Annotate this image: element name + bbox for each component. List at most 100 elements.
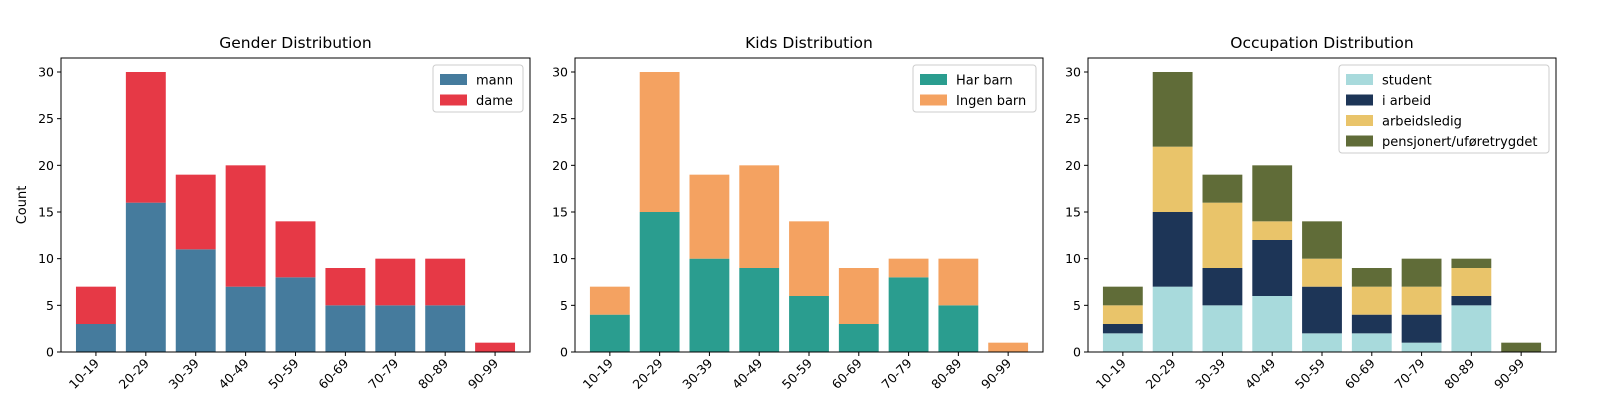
x-tick-label: 50-59 [1292, 355, 1328, 391]
bars [589, 72, 1029, 352]
y-tick-label: 30 [38, 65, 54, 80]
legend-swatch [1346, 115, 1373, 126]
chart-panel-2: Kids Distribution 0 5 10 15 20 25 30 10-19 20-29 3… [552, 34, 1044, 392]
bar-i-arbeid-20-29 [1152, 212, 1193, 287]
bars [75, 72, 516, 352]
legend-label: dame [476, 94, 513, 109]
legend-box [1338, 64, 1550, 154]
x-tick-label: 70-79 [365, 355, 401, 391]
bar-Har-barn-40-49 [739, 268, 780, 352]
y-tick-label: 20 [552, 158, 568, 173]
bar-dame-10-19 [75, 286, 116, 324]
x-ticks: 10-19 20-29 30-39 40-49 50-59 60-69 70-79 80-89… [580, 352, 1014, 392]
bar-pensjonert-uf-retrygdet-20-29 [1152, 72, 1193, 147]
legend-label: Ingen barn [956, 94, 1026, 109]
chart-panel-3: Occupation Distribution 0 5 10 15 20 25 30 10-19… [1065, 34, 1557, 392]
bar-arbeidsledig-20-29 [1152, 146, 1193, 212]
bar-arbeidsledig-40-49 [1252, 221, 1293, 240]
legend-swatch [1346, 135, 1373, 147]
bar-Ingen-barn-30-39 [689, 174, 730, 259]
bar-Har-barn-80-89 [938, 305, 979, 352]
bar-i-arbeid-10-19 [1102, 324, 1143, 334]
y-tick-label: 10 [1065, 251, 1081, 266]
legend-swatch [920, 94, 947, 106]
legend-label: student [1382, 74, 1432, 89]
bar-Har-barn-50-59 [789, 296, 829, 352]
x-tick-label: 10-19 [580, 355, 616, 391]
bar-i-arbeid-70-79 [1401, 314, 1442, 343]
legend-swatch [440, 74, 467, 85]
bar-student-80-89 [1451, 305, 1492, 352]
legend-label: arbeidsledig [1382, 115, 1462, 130]
bar-pensjonert-uf-retrygdet-60-69 [1351, 268, 1392, 287]
bar-Ingen-barn-60-69 [838, 268, 879, 324]
bar-mann-70-79 [375, 305, 416, 352]
y-tick-label: 10 [38, 251, 54, 266]
x-tick-label: 50-59 [779, 355, 815, 391]
y-tick-label: 25 [38, 111, 54, 126]
x-tick-label: 90-99 [465, 355, 501, 391]
charts-root: Gender Distribution Count 0 5 10 15 20 25 30 10-1… [15, 34, 1557, 392]
bar-student-10-19 [1102, 333, 1143, 352]
y-tick-label: 0 [1073, 345, 1081, 360]
x-tick-label: 10-19 [1093, 355, 1129, 391]
bar-student-30-39 [1202, 305, 1243, 352]
y-tick-label: 5 [560, 298, 568, 313]
y-tick-label: 0 [46, 345, 54, 360]
chart-panel-1: Gender Distribution Count 0 5 10 15 20 25 30 10-1… [15, 34, 531, 392]
bar-arbeidsledig-30-39 [1202, 202, 1243, 268]
bar-pensjonert-uf-retrygdet-50-59 [1302, 221, 1342, 259]
legend-label: Har barn [956, 74, 1013, 89]
bar-Har-barn-30-39 [689, 258, 730, 352]
x-tick-label: 30-39 [166, 355, 202, 391]
y-tick-label: 10 [552, 251, 568, 266]
x-tick-label: 70-79 [878, 355, 914, 391]
x-tick-label: 40-49 [215, 355, 251, 391]
bar-mann-10-19 [75, 324, 116, 352]
legend-label: mann [476, 74, 513, 89]
x-tick-label: 90-99 [978, 355, 1014, 391]
x-tick-label: 70-79 [1391, 355, 1427, 391]
bar-pensjonert-uf-retrygdet-80-89 [1451, 258, 1492, 268]
x-tick-label: 60-69 [1342, 355, 1378, 391]
x-tick-label: 30-39 [679, 355, 715, 391]
bar-pensjonert-uf-retrygdet-70-79 [1401, 258, 1442, 287]
bars [1102, 72, 1542, 352]
bar-dame-20-29 [125, 72, 166, 203]
x-tick-label: 50-59 [265, 355, 301, 391]
chart-title: Gender Distribution [219, 34, 371, 52]
bar-mann-40-49 [225, 286, 266, 352]
x-tick-label: 80-89 [1441, 355, 1477, 391]
bar-mann-30-39 [175, 249, 216, 352]
bar-dame-60-69 [325, 268, 366, 306]
y-tick-label: 15 [552, 205, 568, 220]
y-tick-label: 20 [1065, 158, 1081, 173]
y-tick-label: 15 [1065, 205, 1081, 220]
x-tick-label: 80-89 [928, 355, 964, 391]
bar-dame-80-89 [425, 258, 466, 306]
legend-swatch [1346, 74, 1373, 85]
bar-mann-80-89 [425, 305, 466, 352]
y-tick-label: 25 [1065, 111, 1081, 126]
bar-Ingen-barn-50-59 [789, 221, 829, 296]
legend: student i arbeid arbeidsledig pensjonert/uf… [1338, 64, 1550, 154]
x-tick-label: 60-69 [829, 355, 865, 391]
x-tick-label: 30-39 [1192, 355, 1228, 391]
legend-label: pensjonert/uføretrygdet [1382, 135, 1537, 150]
bar-arbeidsledig-70-79 [1401, 286, 1442, 315]
bar-mann-20-29 [125, 202, 166, 352]
y-tick-label: 5 [46, 298, 54, 313]
legend: mann dame [432, 64, 524, 113]
bar-Ingen-barn-70-79 [888, 258, 929, 278]
bar-Ingen-barn-10-19 [589, 286, 630, 315]
y-tick-label: 5 [1073, 298, 1081, 313]
bar-student-40-49 [1252, 296, 1293, 352]
x-tick-label: 90-99 [1491, 355, 1527, 391]
bar-i-arbeid-50-59 [1302, 286, 1342, 334]
x-ticks: 10-19 20-29 30-39 40-49 50-59 60-69 70-79 80-89… [1093, 352, 1527, 392]
y-tick-label: 0 [560, 345, 568, 360]
x-tick-label: 60-69 [315, 355, 351, 391]
y-tick-label: 30 [1065, 65, 1081, 80]
bar-arbeidsledig-10-19 [1102, 305, 1143, 324]
x-tick-label: 20-29 [116, 355, 152, 391]
